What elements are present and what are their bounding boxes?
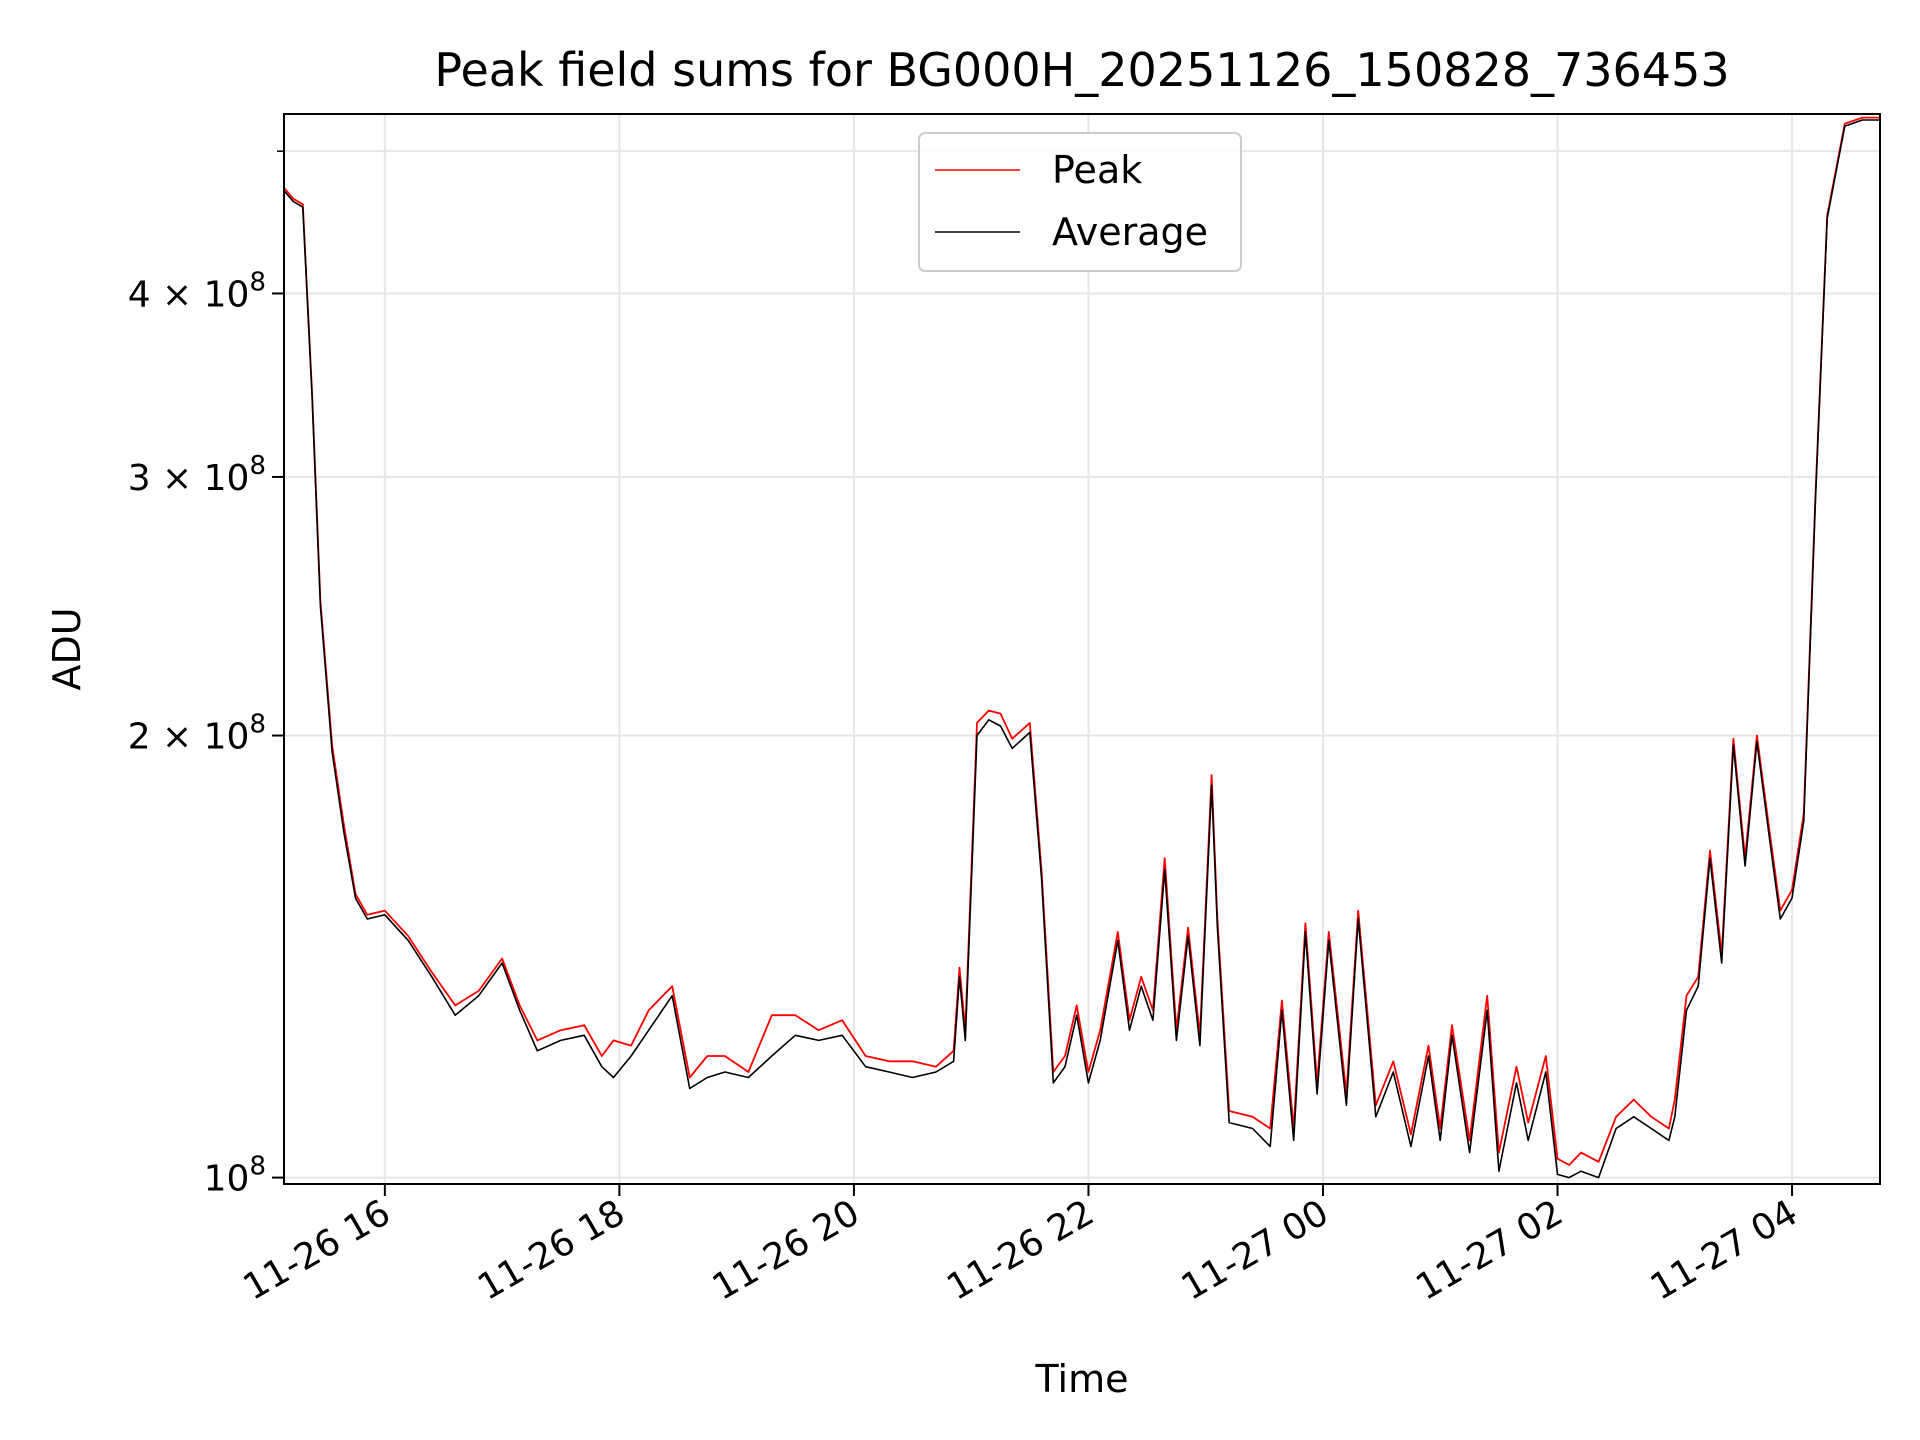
legend: Peak Average — [918, 132, 1242, 272]
legend-box — [918, 132, 1242, 272]
series-group — [284, 116, 1880, 1179]
y-axis-ticks: 108 2 × 108 3 × 108 4 × 108 — [128, 150, 284, 1200]
y-tick-label: 108 — [204, 1152, 266, 1200]
grid — [284, 114, 1880, 1184]
x-axis-label: Time — [1035, 1357, 1129, 1401]
y-tick-label: 4 × 108 — [128, 267, 266, 315]
y-tick-label: 2 × 108 — [128, 710, 266, 758]
y-axis-label: ADU — [45, 607, 89, 690]
legend-label-average: Average — [1052, 210, 1208, 254]
plot-frame — [283, 113, 1881, 1185]
series-line-average — [284, 119, 1880, 1179]
chart-title: Peak field sums for BG000H_20251126_1508… — [434, 43, 1729, 97]
y-tick-label: 3 × 108 — [128, 451, 266, 499]
legend-label-peak: Peak — [1052, 148, 1142, 192]
